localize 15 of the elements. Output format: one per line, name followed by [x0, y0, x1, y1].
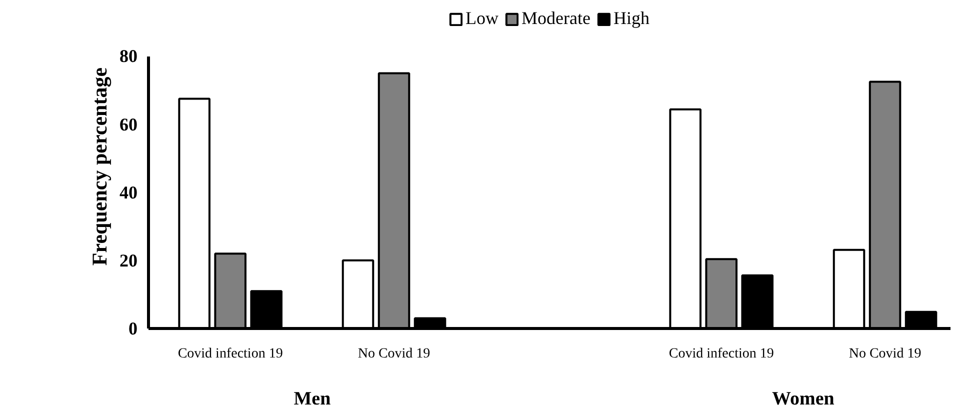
y-tick-label: 40 [120, 182, 138, 202]
legend-label: Moderate [522, 8, 590, 29]
text: Women [772, 388, 835, 410]
x-tick-label: Covid infection 19 [178, 346, 283, 362]
legend-label: Low [466, 8, 499, 29]
x-tick-label: No Covid 19 [848, 346, 922, 362]
y-axis-title: Frequency percentage [88, 67, 112, 266]
y-tick-label: 20 [120, 250, 138, 270]
x-tick-label: Covid infection 19 [668, 346, 774, 362]
x-tick-label: No Covid 19 [358, 346, 430, 362]
y-tick-label: 60 [120, 114, 138, 134]
y-tick-label: 80 [120, 46, 138, 66]
legend-label: High [613, 8, 650, 29]
y-tick-label: 0 [128, 318, 138, 338]
text: Men [294, 388, 332, 410]
